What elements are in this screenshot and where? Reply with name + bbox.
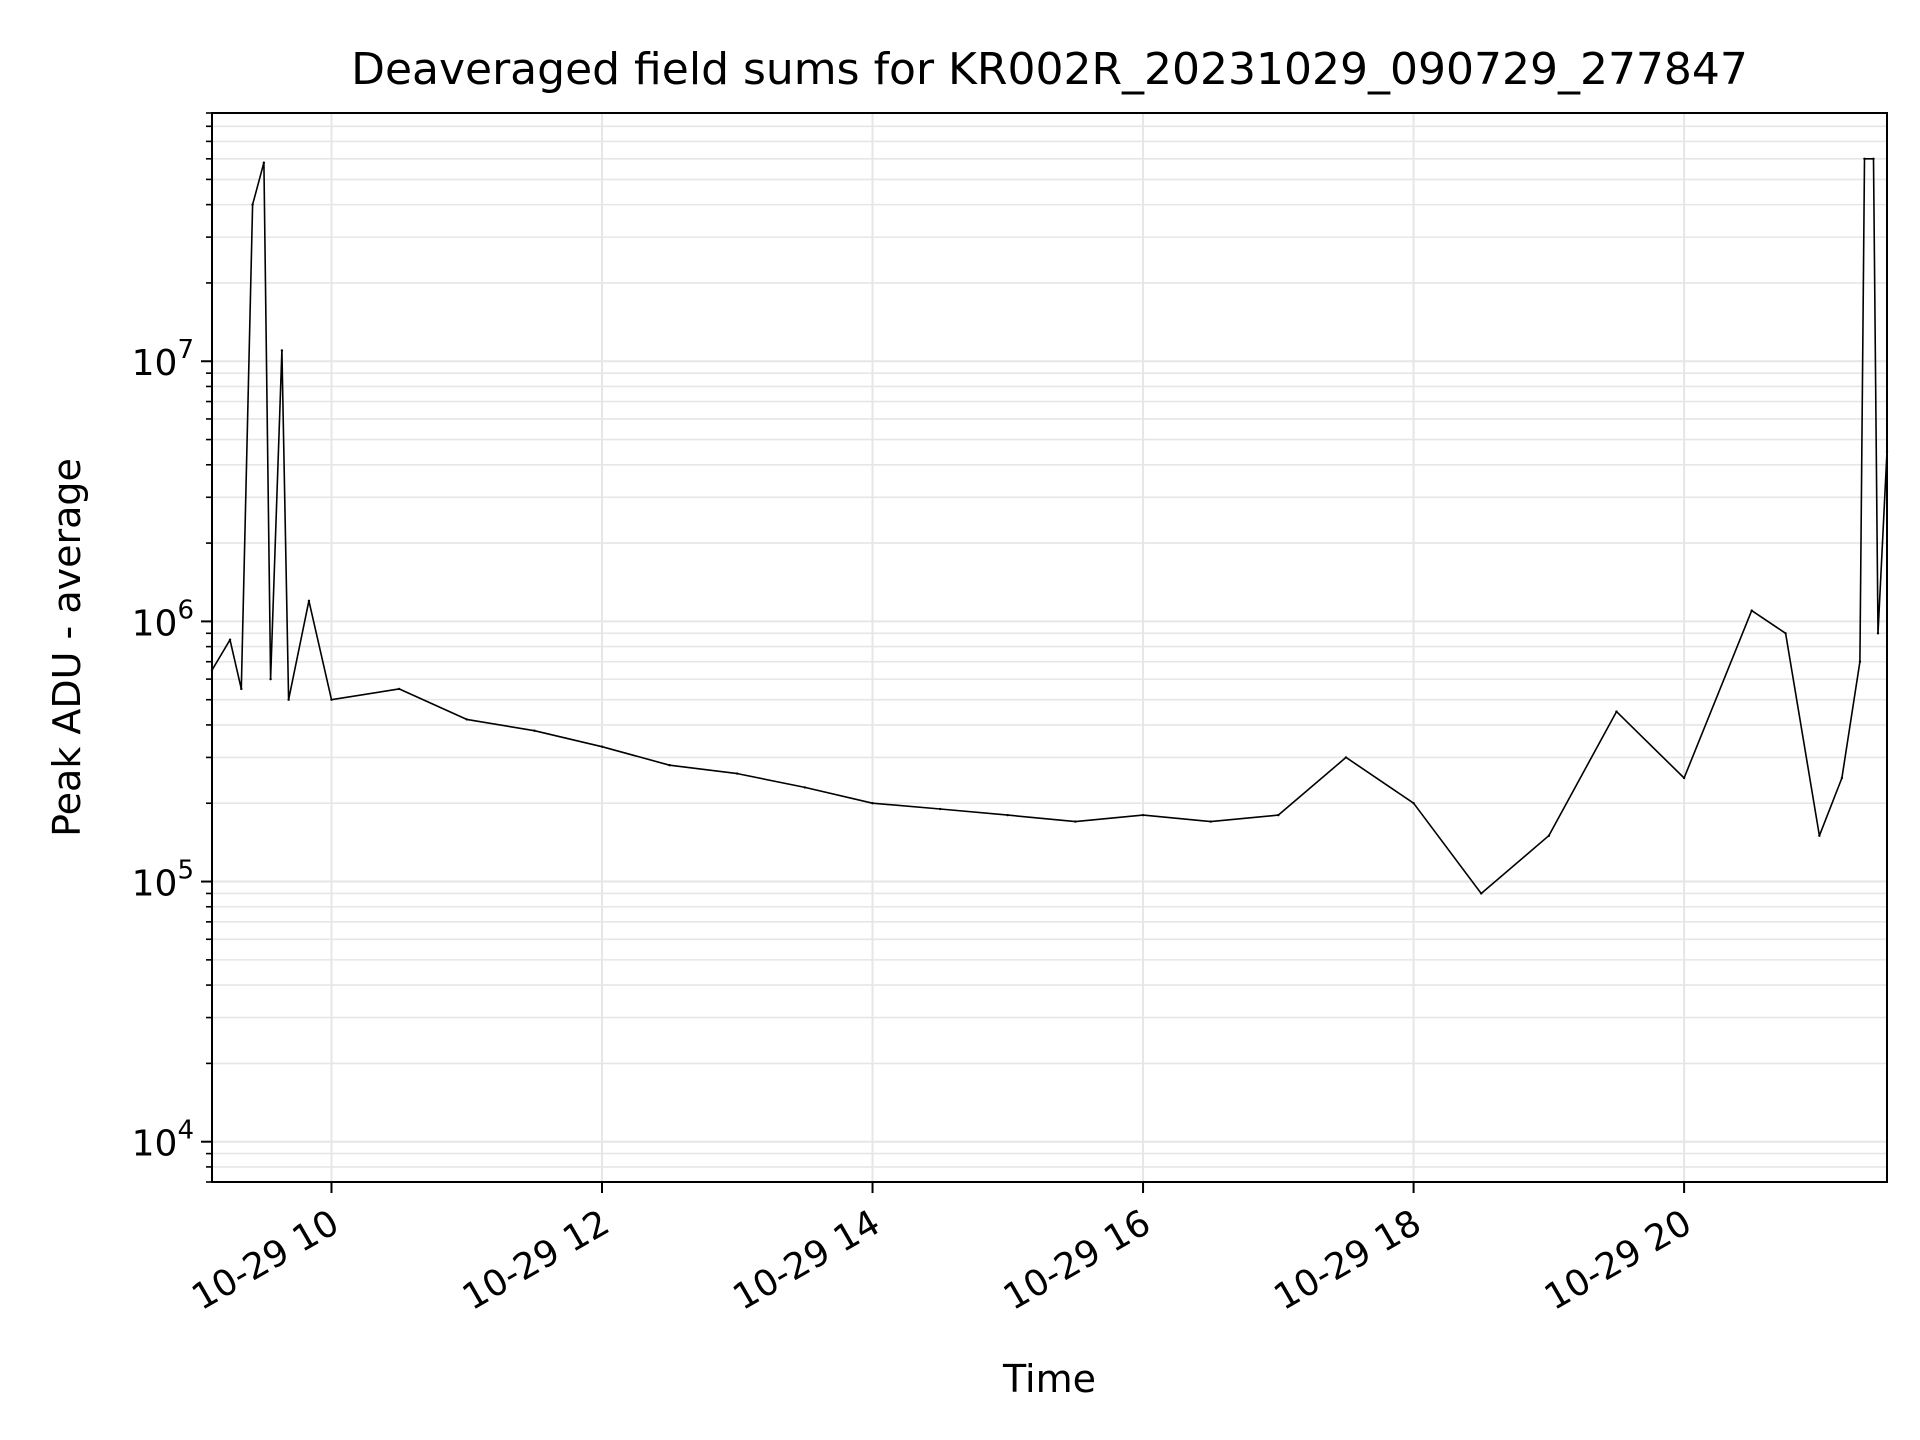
data-point [600, 745, 604, 748]
x-tick-label: 10-29 16 [997, 1202, 1158, 1318]
data-point [1344, 756, 1348, 759]
data-point [262, 161, 266, 164]
data-point [280, 349, 284, 352]
y-tick-exponent: 6 [177, 595, 194, 625]
data-point [736, 772, 739, 775]
data-point [465, 718, 468, 721]
data-point [1006, 813, 1009, 817]
y-tick-base: 10 [132, 864, 178, 905]
data-point [1615, 710, 1618, 713]
data-point [1682, 776, 1686, 780]
y-tick-base: 10 [132, 1124, 178, 1165]
y-axis-label: Peak ADU - average [45, 458, 89, 837]
data-point [1876, 632, 1880, 635]
data-point [803, 786, 807, 789]
data-point [1818, 834, 1821, 837]
x-tick-label: 10-29 10 [185, 1202, 346, 1318]
data-point [938, 807, 942, 811]
data-point [228, 638, 232, 641]
data-point [1412, 802, 1415, 805]
data-point [1750, 609, 1753, 612]
data-point [533, 729, 536, 732]
data-point [871, 802, 874, 805]
data-point [1863, 157, 1866, 161]
x-tick-label: 10-29 18 [1267, 1202, 1428, 1318]
data-point [397, 687, 401, 691]
data-point [251, 203, 254, 206]
data-point [1209, 820, 1212, 823]
series-line [211, 158, 1888, 895]
data-point [668, 764, 671, 767]
data-point [1858, 660, 1862, 663]
x-axis-label: Time [1002, 1357, 1096, 1401]
y-tick-label: 107 [132, 335, 194, 384]
data-point [330, 698, 333, 701]
data-point [1784, 632, 1787, 635]
y-tick-label: 104 [132, 1116, 194, 1165]
data-point [1480, 892, 1483, 895]
plot-frame [211, 112, 1888, 1183]
y-tick-base: 10 [132, 343, 178, 384]
data-point [1547, 834, 1551, 837]
series-layer [210, 157, 1889, 895]
y-tick-base: 10 [132, 603, 178, 644]
data-point [1840, 776, 1844, 780]
data-point [1074, 820, 1077, 823]
y-tick-exponent: 4 [177, 1116, 194, 1146]
x-tick-label: 10-29 12 [456, 1202, 617, 1318]
x-tick-label: 10-29 14 [726, 1202, 887, 1318]
data-point [307, 599, 311, 602]
grid [212, 112, 1887, 1183]
y-tick-exponent: 7 [177, 335, 194, 365]
chart-title: Deaveraged field sums for KR002R_2023102… [351, 44, 1748, 95]
x-tick-label: 10-29 20 [1538, 1202, 1699, 1318]
y-tick-exponent: 5 [177, 856, 194, 886]
data-point [287, 698, 290, 701]
data-point [1277, 813, 1280, 817]
y-tick-label: 106 [132, 595, 194, 644]
data-point [240, 687, 243, 691]
data-point [1141, 813, 1145, 817]
y-tick-label: 105 [132, 856, 194, 905]
data-point [1872, 157, 1875, 161]
data-point [269, 677, 272, 681]
